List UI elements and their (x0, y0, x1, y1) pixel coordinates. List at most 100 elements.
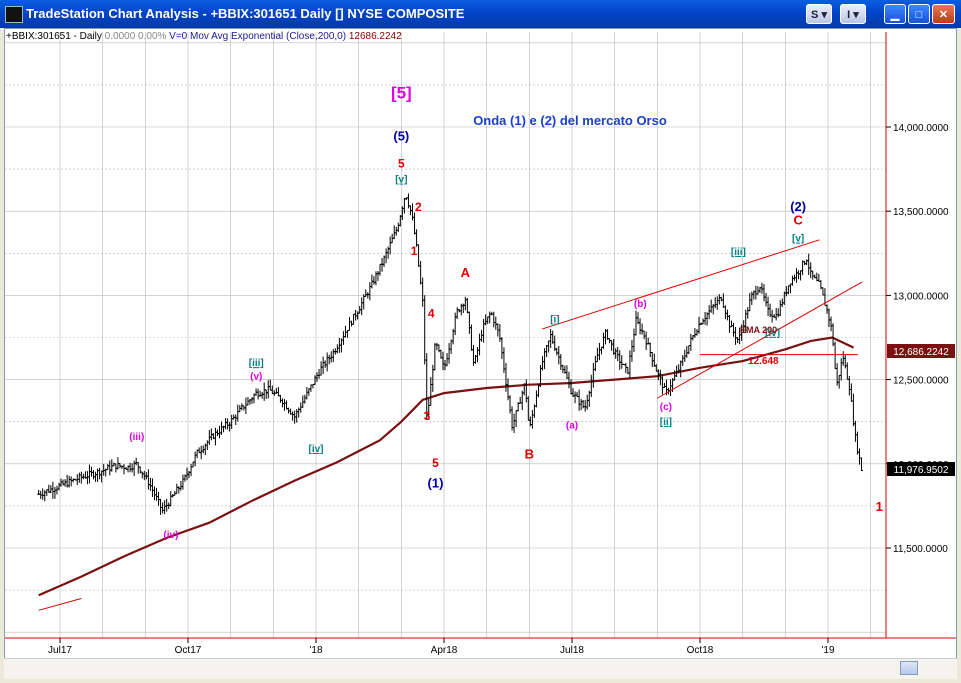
price-bar (155, 487, 159, 501)
y-tick-label: 12,500.0000 (893, 376, 949, 387)
price-bar (421, 277, 425, 307)
price-bar (226, 418, 230, 430)
price-bar (305, 387, 309, 400)
price-bar (577, 389, 581, 411)
price-bar (520, 390, 524, 411)
wave-label: 1 (876, 499, 883, 514)
wave-label: 5 (398, 156, 405, 170)
price-bar (199, 445, 203, 460)
price-bar (530, 409, 534, 429)
price-bar (831, 323, 835, 347)
wave-label: (iv) (163, 530, 178, 541)
horizontal-scrollbar[interactable] (4, 658, 957, 679)
maximize-icon: □ (915, 9, 923, 21)
wave-label: (iii) (129, 432, 144, 443)
price-bar (845, 362, 849, 380)
price-bar (388, 236, 392, 255)
wave-label: 1 (411, 244, 418, 258)
volume-text: V=0 (169, 31, 188, 42)
price-bar (392, 225, 396, 240)
minimize-button[interactable]: ▁ (884, 4, 906, 24)
price-bar (87, 464, 91, 484)
price-bar (352, 313, 356, 325)
price-bar (335, 344, 339, 354)
app-icon[interactable] (5, 6, 23, 23)
price-bar (433, 342, 437, 371)
price-bar (134, 457, 138, 466)
window-title: TradeStation Chart Analysis - +BBIX:3016… (26, 6, 465, 21)
dropdown-arrow-icon: ▾ (853, 9, 859, 21)
price-bar (376, 270, 380, 281)
wave-label: (v) (250, 372, 262, 383)
chart-area[interactable] (4, 28, 957, 679)
price-bar (630, 339, 634, 362)
price-bar (224, 417, 228, 430)
price-bar (161, 502, 165, 514)
price-bar (449, 339, 453, 354)
price-bar (396, 222, 400, 233)
wave-label: (5) (393, 128, 409, 143)
price-bar (762, 284, 766, 302)
price-bar (55, 485, 59, 495)
price-bar (494, 316, 498, 330)
wave-label: [5] (391, 83, 412, 102)
price-bar (262, 382, 266, 401)
price-bar (642, 330, 646, 340)
price-bar (295, 409, 299, 423)
maximize-button[interactable]: □ (908, 4, 930, 24)
price-bar (855, 431, 859, 455)
price-bar (128, 462, 132, 473)
scrollbar-thumb[interactable] (900, 661, 918, 675)
price-bar (179, 480, 183, 491)
price-bar (559, 353, 563, 370)
price-bar (547, 340, 551, 353)
price-bar (189, 463, 193, 477)
price-bar (331, 349, 335, 363)
close-button[interactable]: ✕ (932, 4, 955, 24)
symbol-link-s-button[interactable]: S ▾ (806, 4, 832, 24)
price-bar (106, 463, 110, 471)
indicator-value: 12686.2242 (348, 31, 402, 42)
price-bar (610, 340, 614, 351)
price-bar (807, 253, 811, 276)
price-bar (628, 350, 632, 379)
wave-label: A (461, 265, 471, 280)
price-bar (51, 481, 55, 499)
channel-lower-line (657, 281, 863, 399)
price-bar (163, 500, 167, 515)
price-bar (266, 380, 270, 399)
price-bar (669, 379, 673, 397)
price-bar (423, 295, 427, 365)
wave-label: (c) (660, 402, 672, 413)
price-bar (67, 475, 71, 488)
price-bar (851, 393, 855, 427)
price-bar (327, 354, 331, 365)
price-bar (260, 391, 264, 399)
price-bar (341, 331, 345, 345)
wave-label: [iv] (765, 328, 780, 339)
price-bar (157, 491, 161, 506)
price-bar (152, 486, 156, 501)
wave-label: (b) (634, 299, 647, 310)
symbol-link-i-button[interactable]: I ▾ (840, 4, 866, 24)
price-bar (632, 328, 636, 353)
price-bar (181, 474, 185, 490)
price-bar (685, 345, 689, 358)
price-bar (171, 494, 175, 498)
title-bar[interactable]: TradeStation Chart Analysis - +BBIX:3016… (0, 0, 961, 28)
wave-label: 5 (432, 456, 439, 470)
price-bar (41, 488, 45, 500)
price-bar (394, 226, 398, 236)
price-bar (309, 384, 313, 392)
price-bar (565, 365, 569, 379)
price-bar (213, 427, 217, 446)
price-bar (476, 347, 480, 363)
i-button-label: I (847, 9, 851, 21)
price-bar (508, 395, 512, 414)
price-bar (573, 391, 577, 404)
price-bar (620, 355, 624, 369)
price-bar (380, 258, 384, 272)
price-bar (541, 356, 545, 371)
